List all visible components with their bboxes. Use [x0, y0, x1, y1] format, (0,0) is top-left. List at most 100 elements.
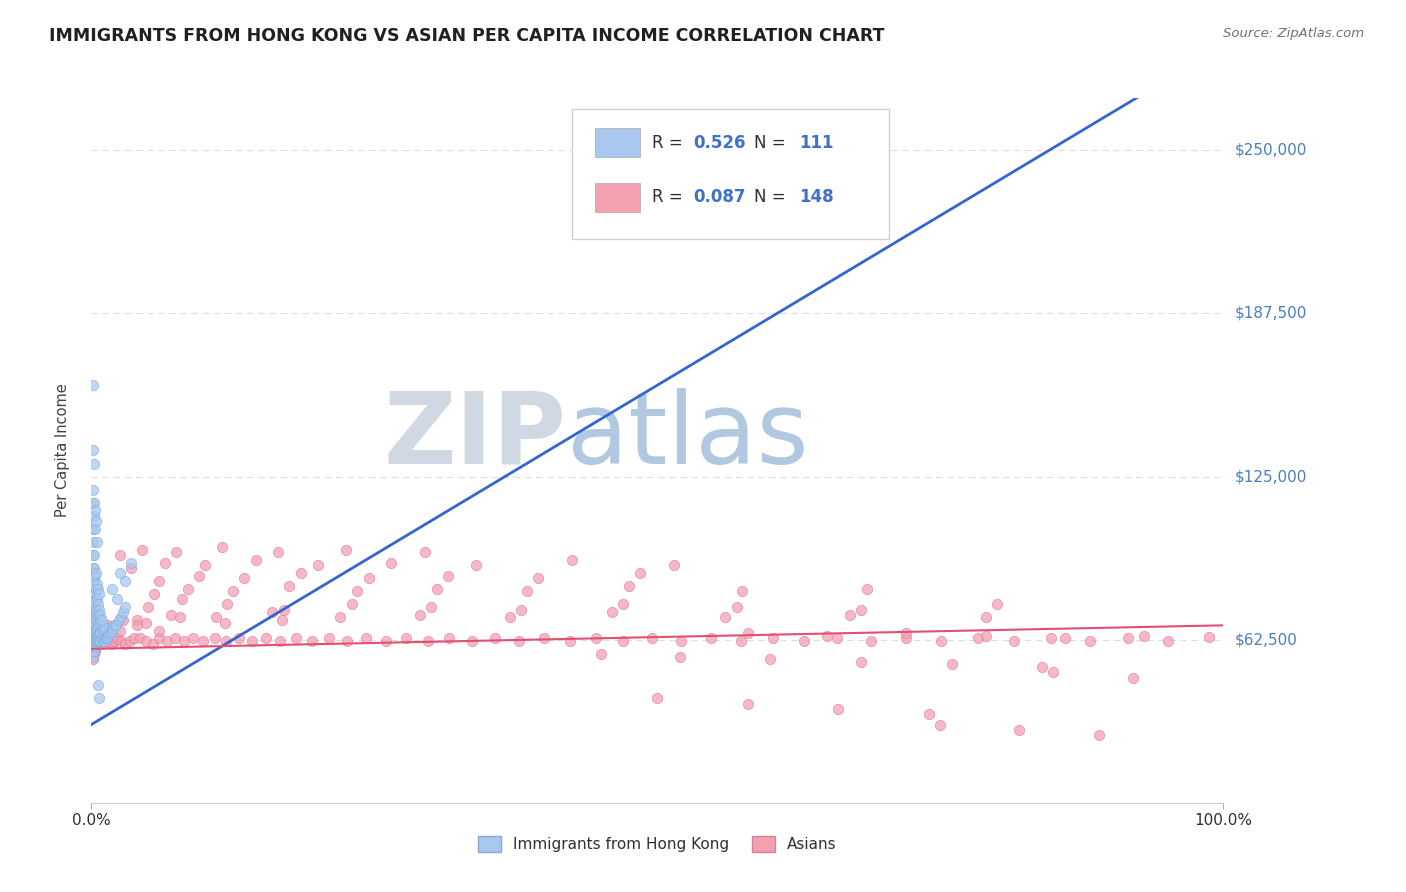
Point: [101, 621, 124, 635]
Point: [408, 607, 430, 622]
Point: [107, 613, 129, 627]
Point: [89, 632, 111, 646]
Point: [84, 634, 107, 648]
Point: [1122, 671, 1144, 685]
Point: [896, 626, 918, 640]
Point: [318, 632, 340, 646]
Point: [193, 558, 217, 573]
Point: [83, 587, 105, 601]
Point: [600, 605, 623, 619]
Point: [460, 634, 482, 648]
Point: [86, 534, 108, 549]
Point: [84, 639, 107, 653]
Point: [181, 632, 204, 646]
Point: [612, 634, 634, 648]
Point: [484, 632, 506, 646]
Point: [87, 607, 110, 622]
Point: [83, 629, 105, 643]
Point: [217, 598, 239, 612]
Point: [329, 610, 352, 624]
Text: N =: N =: [754, 134, 790, 152]
Text: $125,000: $125,000: [1234, 469, 1306, 484]
Point: [84, 605, 107, 619]
Point: [83, 647, 105, 661]
Point: [82, 629, 104, 643]
Point: [91, 626, 114, 640]
Point: [89, 624, 111, 638]
FancyBboxPatch shape: [595, 128, 640, 157]
Point: [86, 634, 108, 648]
Point: [83, 496, 105, 510]
Point: [112, 605, 135, 619]
Point: [89, 632, 111, 646]
Point: [148, 624, 170, 638]
Y-axis label: Per Capita Income: Per Capita Income: [55, 384, 70, 517]
Point: [222, 584, 245, 599]
Point: [97, 618, 120, 632]
Point: [93, 634, 115, 648]
Point: [83, 602, 105, 616]
Point: [793, 634, 815, 648]
Point: [83, 634, 105, 648]
Point: [301, 634, 323, 648]
Point: [107, 592, 129, 607]
Point: [499, 610, 522, 624]
Point: [83, 644, 105, 658]
Point: [118, 634, 141, 648]
Point: [966, 632, 988, 646]
Point: [87, 678, 110, 692]
Point: [129, 632, 152, 646]
Point: [120, 561, 142, 575]
Point: [929, 717, 952, 731]
Point: [725, 600, 748, 615]
Point: [437, 568, 460, 582]
Point: [86, 592, 108, 607]
Point: [83, 632, 105, 646]
Point: [84, 629, 107, 643]
Point: [84, 624, 107, 638]
Point: [82, 522, 104, 536]
Point: [374, 634, 396, 648]
Point: [849, 602, 872, 616]
Point: [187, 568, 209, 582]
Point: [83, 568, 105, 582]
Point: [83, 629, 105, 643]
Point: [211, 540, 233, 554]
Legend: Immigrants from Hong Kong, Asians: Immigrants from Hong Kong, Asians: [472, 830, 842, 859]
Point: [94, 632, 117, 646]
Point: [1116, 632, 1139, 646]
Point: [380, 556, 402, 570]
Point: [83, 574, 105, 588]
Point: [83, 618, 105, 632]
Text: 111: 111: [799, 134, 834, 152]
Point: [90, 613, 112, 627]
Text: $250,000: $250,000: [1234, 143, 1306, 158]
Point: [135, 634, 157, 648]
Point: [82, 561, 104, 575]
Point: [86, 621, 108, 635]
Point: [91, 618, 114, 632]
Point: [100, 637, 122, 651]
Point: [90, 632, 112, 646]
Point: [82, 496, 104, 510]
Point: [82, 548, 104, 562]
Text: $62,500: $62,500: [1234, 632, 1298, 648]
Point: [974, 610, 997, 624]
Point: [96, 632, 118, 646]
Point: [533, 632, 555, 646]
Point: [141, 637, 163, 651]
Point: [82, 618, 104, 632]
Point: [105, 618, 128, 632]
Point: [1040, 632, 1063, 646]
Point: [83, 598, 105, 612]
Point: [83, 607, 105, 622]
Point: [510, 602, 533, 616]
Point: [114, 600, 136, 615]
FancyBboxPatch shape: [572, 109, 890, 239]
Point: [419, 600, 441, 615]
Point: [84, 566, 107, 581]
Point: [103, 618, 125, 632]
Point: [527, 571, 550, 585]
Point: [86, 576, 108, 591]
Point: [699, 632, 721, 646]
